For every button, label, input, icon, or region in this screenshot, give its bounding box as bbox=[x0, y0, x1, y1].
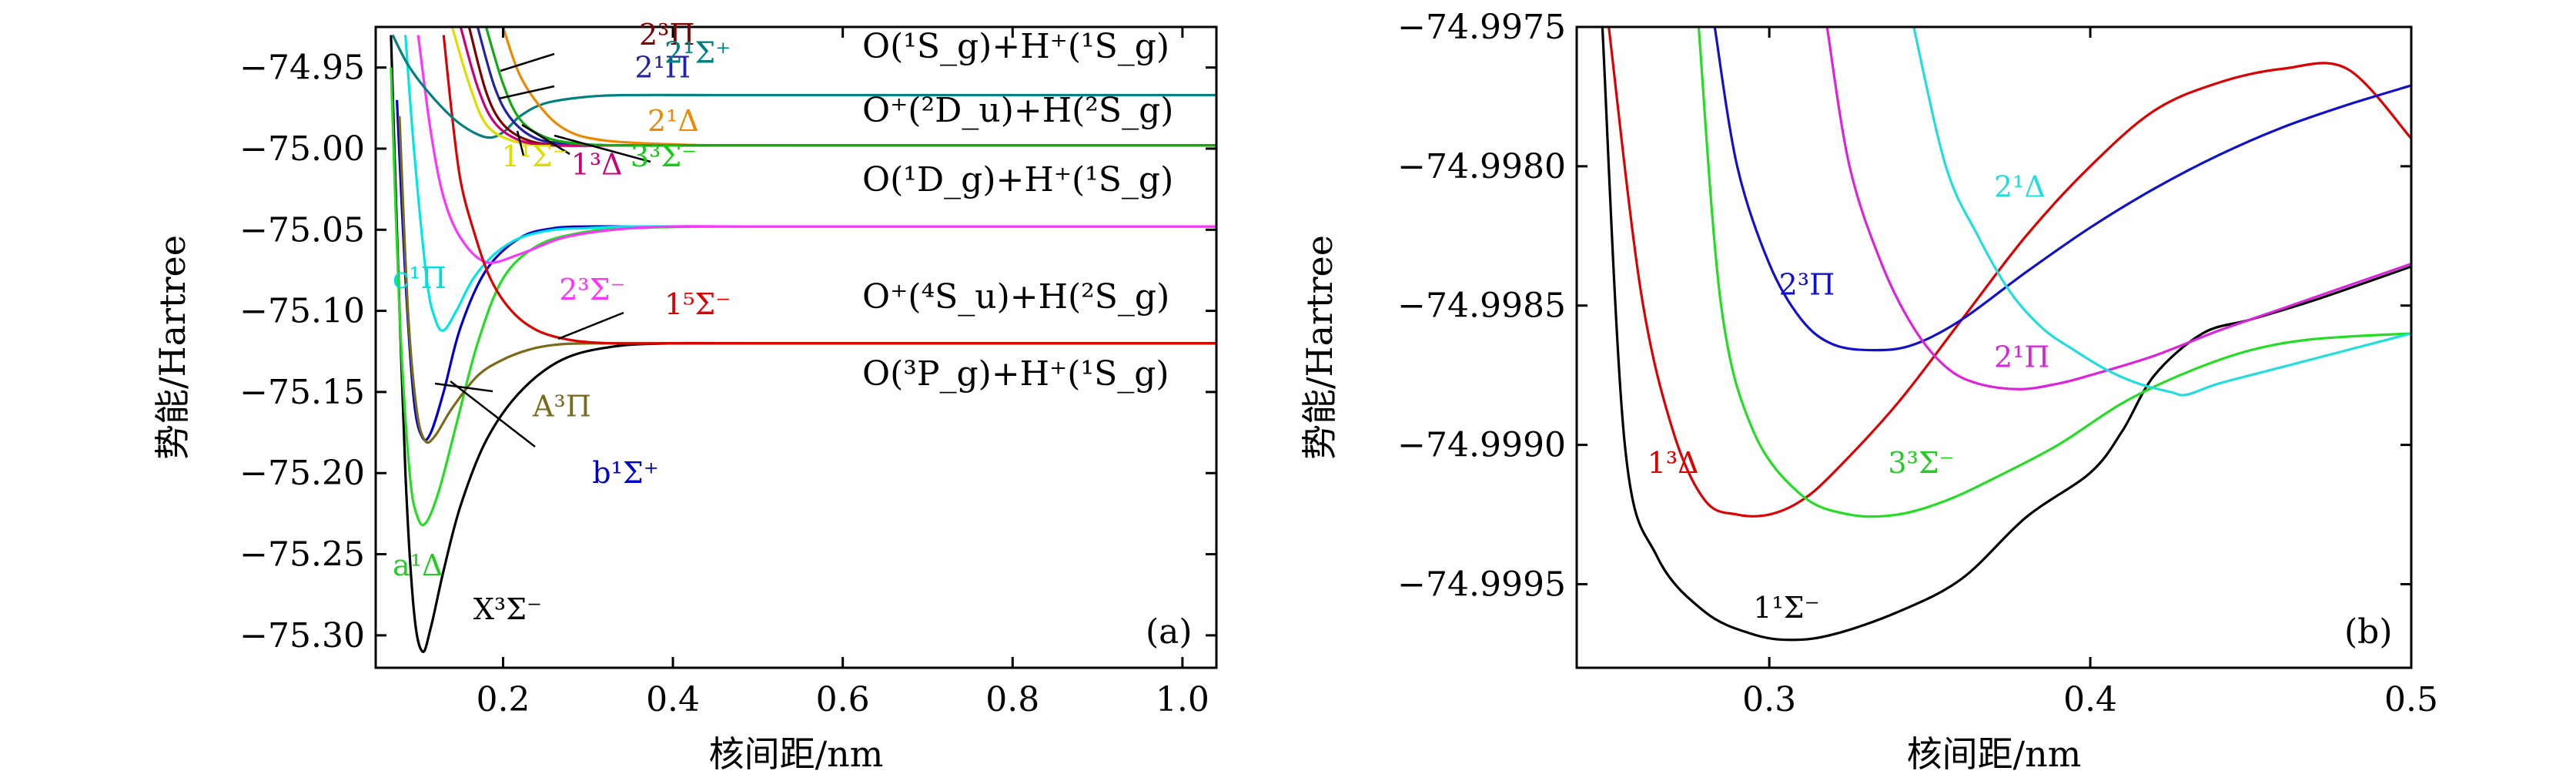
ytick-label-b: −74.9985 bbox=[1397, 287, 1566, 326]
state-label-b-2-b33a0: 2³Π bbox=[1779, 267, 1835, 301]
state-label-a-2-b9394: 2¹Δ bbox=[647, 104, 699, 138]
panel-a-asymptote-labels: O(¹S_g)+H⁺(¹S_g) O⁺(²D_u)+H(²S_g) O(¹D_g)+… bbox=[862, 27, 1173, 394]
arrow-b1Sigma bbox=[450, 380, 536, 447]
series-b-1-b3394 bbox=[1607, 27, 2411, 518]
ytick-label-b: −74.9975 bbox=[1397, 8, 1566, 47]
series-b-2-b33a0 bbox=[1713, 27, 2411, 352]
ytick-label-b: −74.9995 bbox=[1397, 565, 1566, 604]
series-b-1-b93a3207b bbox=[1601, 27, 2411, 642]
ytick-label-a: −75.05 bbox=[239, 210, 365, 250]
panel-a-arrows bbox=[434, 52, 651, 447]
ytick-label-b: −74.9990 bbox=[1397, 426, 1566, 465]
arrow-1-5Sigma bbox=[557, 311, 624, 340]
ytick-label-a: −75.25 bbox=[239, 535, 365, 575]
arrow-2-3Pi bbox=[500, 52, 555, 72]
state-label-a-1-20753a3207b: 1⁵Σ⁻ bbox=[664, 287, 731, 321]
panel-b-axes-frame bbox=[1575, 25, 2413, 669]
series-a-3-b33a3207b bbox=[484, 27, 1216, 147]
panel-a-axes-frame bbox=[374, 25, 1218, 669]
panel-b-state-labels: 2¹Δ 2³Π 2¹Π 1³Δ 3³Σ⁻ 1¹Σ⁻ bbox=[1648, 170, 2050, 625]
series-b-2-b9394 bbox=[1912, 27, 2411, 397]
xtick-label-b: 0.5 bbox=[2384, 680, 2438, 719]
panel-a-xlabel: 核间距/nm bbox=[709, 733, 884, 775]
panel-a: 0.2 0.4 0.6 0.8 1.0 −74.95 −75.00 −75.05 −75.10 −… bbox=[152, 18, 1218, 775]
state-label-a-2-b33a0: 2³Π bbox=[639, 18, 695, 52]
xtick-label-b: 0.3 bbox=[1742, 680, 1796, 719]
state-label-a-2-b33a3207b: 2³Σ⁻ bbox=[559, 273, 625, 307]
xtick-label-a: 0.4 bbox=[646, 680, 700, 719]
state-label-b-2-b9394: 2¹Δ bbox=[1994, 170, 2046, 204]
ytick-label-b: −74.9980 bbox=[1397, 147, 1566, 186]
state-label-a-c-b93a0: c¹Π bbox=[393, 261, 447, 295]
series-a-2-b33a3207b bbox=[417, 35, 1216, 264]
panel-b-tag: (b) bbox=[2344, 612, 2393, 652]
xtick-label-a: 0.2 bbox=[476, 680, 530, 719]
ytick-label-a: −75.10 bbox=[239, 292, 365, 331]
state-label-a-X-b33a3207b: X³Σ⁻ bbox=[473, 592, 542, 626]
arrow-1-3Delta bbox=[521, 123, 570, 156]
panel-a-ylabel: 势能/Hartree bbox=[152, 235, 193, 460]
asymptote-label: O⁺(⁴S_u)+H(²S_g) bbox=[862, 277, 1169, 317]
panel-a-ticks: 0.2 0.4 0.6 0.8 1.0 −74.95 −75.00 −75.05 −75.10 −… bbox=[239, 27, 1216, 719]
asymptote-label: O(¹S_g)+H⁺(¹S_g) bbox=[862, 27, 1169, 66]
panel-a-tag: (a) bbox=[1146, 612, 1193, 652]
asymptote-label: O(³P_g)+H⁺(¹S_g) bbox=[862, 354, 1169, 394]
state-label-b-1-b3394: 1³Δ bbox=[1648, 446, 1699, 480]
state-label-a-1-b3394: 1³Δ bbox=[571, 148, 623, 182]
ytick-label-a: −74.95 bbox=[239, 49, 365, 88]
ytick-label-a: −75.15 bbox=[239, 373, 365, 412]
panel-b-curves bbox=[1601, 27, 2411, 642]
series-b-2-b93a0 bbox=[1825, 27, 2411, 390]
ytick-label-a: −75.30 bbox=[239, 616, 365, 655]
state-label-a-3-b33a3207b: 3³Σ⁻ bbox=[631, 139, 697, 173]
xtick-label-a: 0.6 bbox=[816, 680, 870, 719]
state-label-a-A-b33a0: A³Π bbox=[532, 390, 591, 424]
panel-b-ylabel: 势能/Hartree bbox=[1299, 235, 1340, 460]
state-label-a-a-b9394: a¹Δ bbox=[393, 548, 443, 582]
ytick-label-a: −75.20 bbox=[239, 454, 365, 493]
xtick-label-b: 0.4 bbox=[2063, 680, 2117, 719]
state-label-b-1-b93a3207b: 1¹Σ⁻ bbox=[1753, 591, 1819, 625]
arrow-1-1Sigma bbox=[516, 130, 525, 156]
panel-b-xlabel: 核间距/nm bbox=[1907, 733, 2082, 775]
state-label-a-b-b93a3207a: b¹Σ⁺ bbox=[592, 456, 658, 490]
state-label-a-1-b93a3207b: 1¹Σ⁻ bbox=[501, 139, 567, 173]
panel-a-curves bbox=[390, 27, 1216, 653]
xtick-label-a: 1.0 bbox=[1156, 680, 1209, 719]
state-label-a-2-b93a0: 2¹Π bbox=[634, 50, 691, 84]
state-label-b-2-b93a0: 2¹Π bbox=[1994, 340, 2050, 374]
series-a-1-20753a3207b bbox=[442, 35, 1216, 345]
series-a-2-b93a3207a bbox=[391, 34, 1216, 139]
arrow-3-3Sigma bbox=[554, 134, 651, 163]
asymptote-label: O(¹D_g)+H⁺(¹S_g) bbox=[862, 160, 1173, 199]
xtick-label-a: 0.8 bbox=[985, 680, 1039, 719]
arrow-A3Pi bbox=[434, 382, 493, 393]
asymptote-label: O⁺(²D_u)+H(²S_g) bbox=[862, 91, 1173, 130]
arrow-2-1Pi bbox=[498, 85, 555, 100]
series-b-3-b33a3207b bbox=[1697, 27, 2411, 518]
panel-b-ticks: 0.3 0.4 0.5 −74.9975 −74.9980 −74.9985 −74.999… bbox=[1397, 8, 2438, 719]
ytick-label-a: −75.00 bbox=[239, 129, 365, 169]
state-label-a-2-b93a3207a: 2¹Σ⁺ bbox=[664, 35, 731, 69]
panel-b: 0.3 0.4 0.5 −74.9975 −74.9980 −74.9985 −74.999… bbox=[1299, 8, 2438, 775]
state-label-b-3-b33a3207b: 3³Σ⁻ bbox=[1888, 446, 1954, 480]
